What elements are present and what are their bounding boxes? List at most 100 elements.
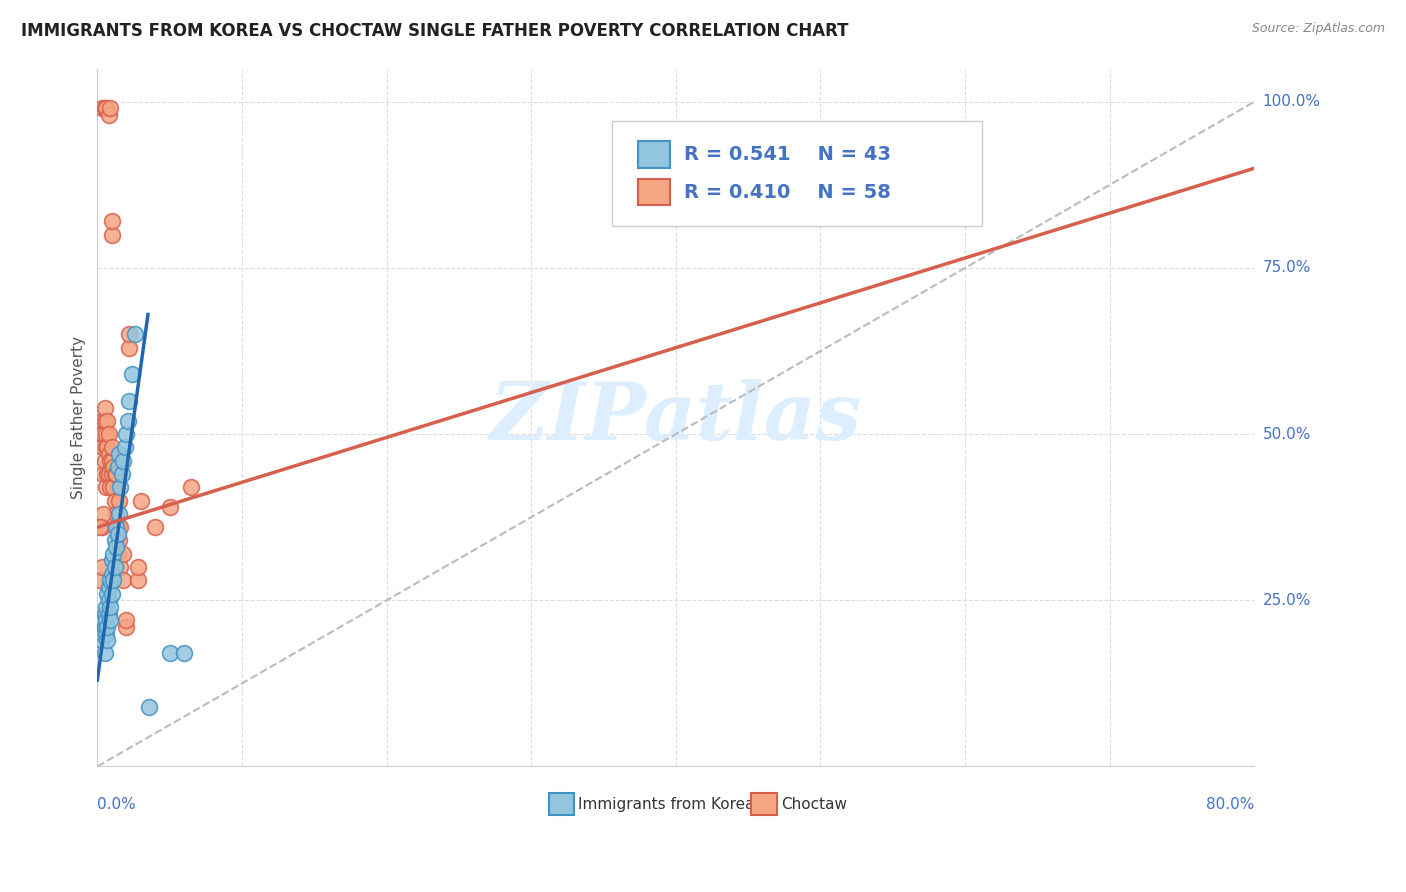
Point bbox=[96, 633, 118, 648]
Point bbox=[107, 526, 129, 541]
Point bbox=[103, 460, 125, 475]
Text: 0.0%: 0.0% bbox=[97, 797, 136, 812]
Point bbox=[101, 441, 124, 455]
Point bbox=[159, 647, 181, 661]
Point bbox=[96, 620, 118, 634]
Text: 80.0%: 80.0% bbox=[1206, 797, 1254, 812]
Point bbox=[90, 414, 112, 428]
Point bbox=[94, 441, 117, 455]
Text: 25.0%: 25.0% bbox=[1263, 593, 1310, 607]
Point bbox=[91, 507, 114, 521]
Point bbox=[103, 547, 125, 561]
Point bbox=[101, 587, 124, 601]
Point bbox=[121, 368, 143, 382]
Point bbox=[104, 533, 127, 548]
Point bbox=[138, 699, 160, 714]
Point bbox=[129, 493, 152, 508]
Point bbox=[90, 441, 112, 455]
Point bbox=[98, 480, 121, 494]
Point bbox=[93, 647, 115, 661]
Point bbox=[89, 427, 111, 442]
Text: R = 0.410    N = 58: R = 0.410 N = 58 bbox=[683, 183, 891, 202]
Point bbox=[103, 574, 125, 588]
Point bbox=[96, 587, 118, 601]
Point bbox=[114, 441, 136, 455]
Point bbox=[115, 613, 138, 627]
Point bbox=[111, 467, 134, 481]
Point bbox=[94, 102, 117, 116]
Point bbox=[117, 414, 139, 428]
Point bbox=[93, 620, 115, 634]
Point bbox=[98, 574, 121, 588]
Point bbox=[104, 493, 127, 508]
Point bbox=[108, 493, 131, 508]
Point bbox=[90, 560, 112, 574]
Text: IMMIGRANTS FROM KOREA VS CHOCTAW SINGLE FATHER POVERTY CORRELATION CHART: IMMIGRANTS FROM KOREA VS CHOCTAW SINGLE … bbox=[21, 22, 849, 40]
Point bbox=[93, 102, 115, 116]
Point bbox=[97, 108, 120, 122]
Point bbox=[97, 467, 120, 481]
FancyBboxPatch shape bbox=[612, 121, 983, 226]
Point bbox=[98, 102, 121, 116]
Point bbox=[91, 467, 114, 481]
Point bbox=[110, 520, 132, 534]
Point bbox=[98, 599, 121, 614]
Point bbox=[96, 467, 118, 481]
Point bbox=[93, 453, 115, 467]
Point bbox=[107, 547, 129, 561]
Point bbox=[91, 427, 114, 442]
FancyBboxPatch shape bbox=[638, 141, 671, 168]
Point bbox=[143, 520, 166, 534]
Point bbox=[90, 520, 112, 534]
Point bbox=[98, 613, 121, 627]
Point bbox=[104, 560, 127, 574]
Point bbox=[94, 427, 117, 442]
Point bbox=[118, 341, 141, 355]
Text: Choctaw: Choctaw bbox=[782, 797, 848, 812]
Point bbox=[101, 227, 124, 242]
Point bbox=[97, 580, 120, 594]
Y-axis label: Single Father Poverty: Single Father Poverty bbox=[72, 336, 86, 499]
Point bbox=[180, 480, 202, 494]
Point bbox=[94, 613, 117, 627]
Point bbox=[110, 480, 132, 494]
Point bbox=[93, 414, 115, 428]
Point bbox=[118, 393, 141, 408]
Point bbox=[112, 453, 135, 467]
Point bbox=[97, 427, 120, 442]
Point bbox=[96, 441, 118, 455]
Point bbox=[90, 633, 112, 648]
Point bbox=[107, 520, 129, 534]
Point bbox=[105, 467, 128, 481]
Point bbox=[115, 620, 138, 634]
Point bbox=[127, 560, 149, 574]
Text: ZIPatlas: ZIPatlas bbox=[489, 379, 862, 456]
Point bbox=[105, 520, 128, 534]
Point bbox=[97, 607, 120, 621]
Point bbox=[107, 460, 129, 475]
Point bbox=[98, 453, 121, 467]
Point bbox=[118, 327, 141, 342]
Point bbox=[93, 401, 115, 415]
Point bbox=[103, 480, 125, 494]
Point bbox=[112, 547, 135, 561]
Point bbox=[101, 453, 124, 467]
Point bbox=[108, 447, 131, 461]
Point bbox=[89, 574, 111, 588]
Text: 75.0%: 75.0% bbox=[1263, 260, 1310, 276]
Text: 100.0%: 100.0% bbox=[1263, 95, 1320, 109]
Point bbox=[93, 607, 115, 621]
Text: 50.0%: 50.0% bbox=[1263, 426, 1310, 442]
Point bbox=[104, 467, 127, 481]
Point bbox=[105, 507, 128, 521]
Point bbox=[124, 327, 146, 342]
Text: Immigrants from Korea: Immigrants from Korea bbox=[578, 797, 754, 812]
Point bbox=[90, 102, 112, 116]
Point bbox=[101, 553, 124, 567]
Point bbox=[94, 626, 117, 640]
FancyBboxPatch shape bbox=[548, 793, 574, 815]
Text: Source: ZipAtlas.com: Source: ZipAtlas.com bbox=[1251, 22, 1385, 36]
Point bbox=[110, 560, 132, 574]
Point bbox=[91, 613, 114, 627]
Point bbox=[115, 427, 138, 442]
